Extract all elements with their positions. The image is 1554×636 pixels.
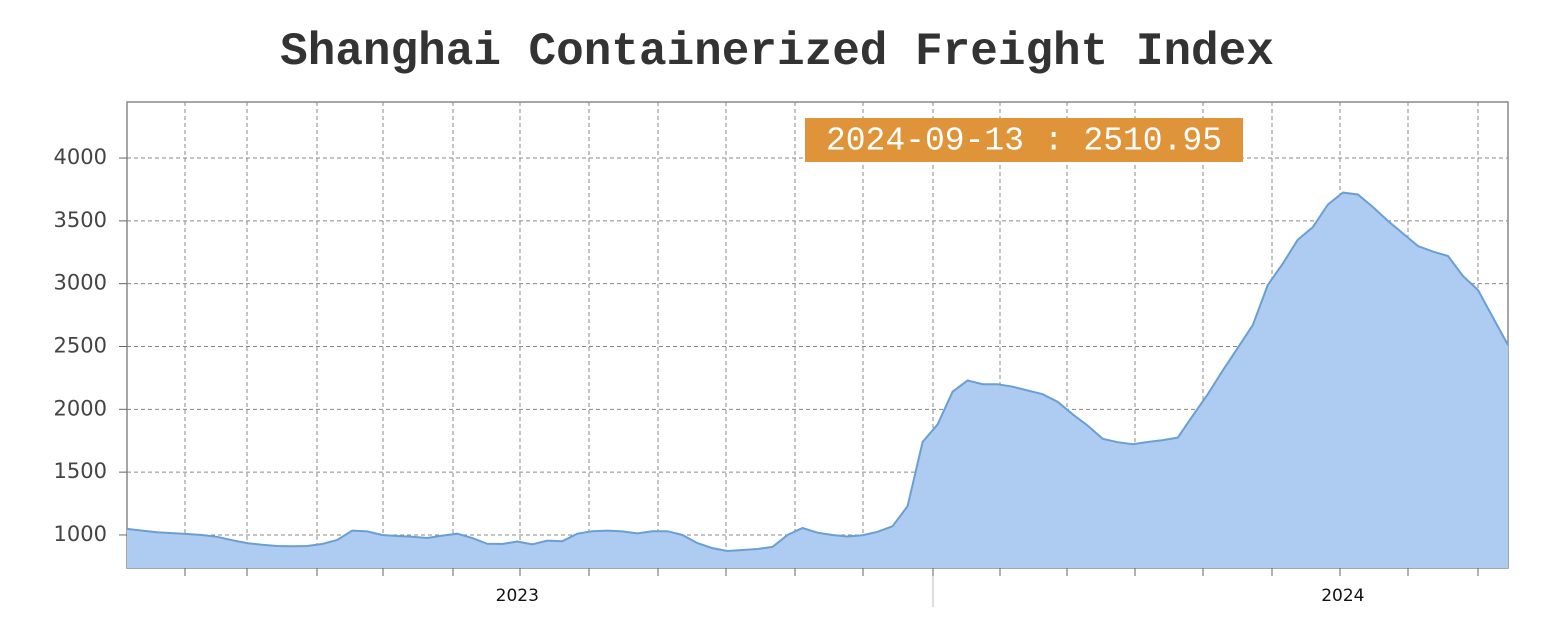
- x-tick-label: 2024: [1321, 586, 1364, 606]
- annotation: 2024-09-13 : 2510.95: [826, 123, 1222, 160]
- y-tick-label: 2500: [54, 333, 107, 357]
- area-fill: [127, 192, 1508, 568]
- y-tick-label: 2000: [54, 396, 107, 420]
- annotation-box: [805, 118, 1243, 162]
- y-tick-label: 3500: [54, 208, 107, 232]
- y-tick-label: 1500: [54, 459, 107, 483]
- y-tick-label: 3000: [54, 271, 107, 295]
- y-tick-label: 4000: [54, 145, 107, 169]
- chart-title: Shanghai Containerized Freight Index: [280, 26, 1274, 78]
- y-tick-label: 1000: [54, 522, 107, 546]
- area-line: [126, 191, 1509, 553]
- x-tick-label: 2023: [496, 586, 539, 606]
